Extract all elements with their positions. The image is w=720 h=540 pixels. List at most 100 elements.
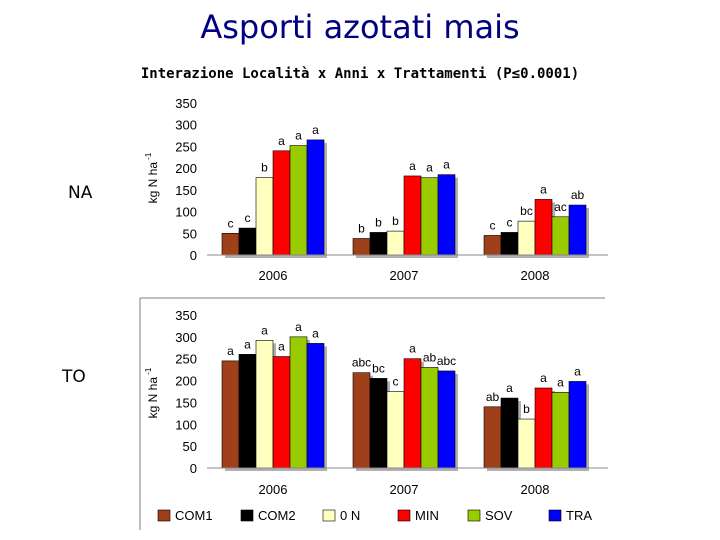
- to-ytick-label-2: 100: [175, 417, 197, 432]
- to-letter-label-2006-2: a: [261, 323, 268, 337]
- to-bar-tra-2006: [306, 343, 325, 469]
- to-ytick-label-7: 350: [175, 308, 197, 323]
- na-bar-tra-2008: [568, 204, 587, 256]
- to-y-axis-label-exponent: -1: [144, 367, 153, 377]
- to-letter-label-2006-1: a: [244, 337, 251, 351]
- to-letter-label-2008-5: a: [574, 364, 581, 378]
- na-letter-label-2006-5: a: [312, 123, 319, 137]
- to-ytick-label-5: 250: [175, 352, 197, 367]
- na-bar-0n-2007: [386, 230, 405, 256]
- legend-label-min: MIN: [415, 508, 439, 523]
- na-letter-label-2008-3: a: [540, 182, 547, 196]
- na-letter-label-2007-0: b: [358, 221, 365, 235]
- na-bar-0n-2008: [517, 220, 536, 256]
- na-x-tick-label-2008: 2008: [521, 268, 550, 283]
- na-bar-sov-2007: [420, 177, 439, 256]
- na-ytick-label-7: 350: [175, 96, 197, 111]
- to-bar-tra-2007: [437, 370, 456, 469]
- na-ytick-label-0: 0: [190, 248, 197, 263]
- na-bar-com1-2007: [352, 238, 371, 256]
- na-letter-label-2008-4: ac: [554, 200, 567, 214]
- na-y-axis-label: kg N ha -1: [144, 152, 160, 203]
- to-bar-com1-2007: [352, 372, 371, 469]
- na-letter-label-2006-4: a: [295, 129, 302, 143]
- to-letter-label-2008-2: b: [523, 402, 530, 416]
- to-bar-0n-2007: [386, 391, 405, 469]
- to-bar-0n-2006: [255, 340, 274, 469]
- na-bar-sov-2008: [551, 216, 570, 256]
- na-letter-label-2008-2: bc: [520, 204, 533, 218]
- to-bar-min-2006: [272, 356, 291, 469]
- na-bar-tra-2006: [306, 139, 325, 256]
- na-ytick-label-2: 100: [175, 205, 197, 220]
- page-subtitle: Interazione Località x Anni x Trattament…: [140, 66, 580, 82]
- to-bar-com1-2006: [221, 360, 240, 469]
- to-bar-com2-2006: [238, 354, 257, 469]
- to-letter-label-2008-4: a: [557, 375, 564, 389]
- na-x-tick-label-2007: 2007: [390, 268, 419, 283]
- to-x-tick-label-2007: 2007: [390, 482, 419, 497]
- na-letter-label-2006-0: c: [228, 216, 234, 230]
- na-letter-label-2008-0: c: [490, 218, 496, 232]
- to-x-tick-label-2006: 2006: [259, 482, 288, 497]
- to-bar-tra-2008: [568, 381, 587, 469]
- na-bar-min-2006: [272, 150, 291, 256]
- to-letter-label-2006-4: a: [295, 320, 302, 334]
- na-letter-label-2007-4: a: [426, 161, 433, 175]
- to-bar-sov-2007: [420, 367, 439, 469]
- na-x-tick-label-2006: 2006: [259, 268, 288, 283]
- na-y-axis-label-exponent: -1: [144, 152, 153, 162]
- to-letter-label-2007-3: a: [409, 342, 416, 356]
- legend-swatch-min: [397, 509, 411, 522]
- na-letter-label-2008-5: ab: [571, 188, 585, 202]
- na-bar-com1-2006: [221, 232, 240, 256]
- legend-label-com1: COM1: [175, 508, 213, 523]
- na-letter-label-2008-1: c: [507, 215, 513, 229]
- to-letter-label-2007-4: ab: [423, 350, 437, 364]
- na-letter-label-2007-2: b: [392, 214, 399, 228]
- na-bar-com2-2007: [369, 232, 388, 256]
- na-letter-label-2006-2: b: [261, 161, 268, 175]
- to-ytick-label-0: 0: [190, 461, 197, 476]
- to-bar-0n-2008: [517, 418, 536, 469]
- na-bar-0n-2006: [255, 177, 274, 256]
- na-letter-label-2007-5: a: [443, 158, 450, 172]
- to-bar-com2-2007: [369, 378, 388, 469]
- to-ytick-label-1: 50: [183, 439, 197, 454]
- na-bar-tra-2007: [437, 174, 456, 256]
- legend-swatch-tra: [548, 509, 562, 522]
- to-x-tick-label-2008: 2008: [521, 482, 550, 497]
- na-ytick-label-1: 50: [183, 226, 197, 241]
- legend-label-com2: COM2: [258, 508, 296, 523]
- na-letter-label-2006-1: c: [245, 211, 251, 225]
- na-ytick-label-6: 300: [175, 118, 197, 133]
- na-bar-com2-2006: [238, 227, 257, 256]
- na-letter-label-2006-3: a: [278, 134, 285, 148]
- to-letter-label-2007-0: abc: [352, 356, 371, 370]
- to-letter-label-2007-1: bc: [372, 361, 385, 375]
- to-letter-label-2007-5: abc: [437, 354, 456, 368]
- page-title: Asporti azotati mais: [200, 8, 520, 46]
- na-ytick-label-5: 250: [175, 139, 197, 154]
- to-ytick-label-6: 300: [175, 330, 197, 345]
- to-letter-label-2006-0: a: [227, 344, 234, 358]
- to-letter-label-2006-5: a: [312, 326, 319, 340]
- legend-swatch-sov: [467, 509, 481, 522]
- to-y-axis-label: kg N ha -1: [144, 367, 160, 418]
- na-ytick-label-4: 200: [175, 161, 197, 176]
- to-bar-min-2008: [534, 387, 553, 469]
- legend-swatch-com1: [157, 509, 171, 522]
- legend-label-0n: 0 N: [340, 508, 360, 523]
- na-bar-com1-2008: [483, 235, 502, 256]
- na-bar-min-2007: [403, 175, 422, 256]
- row-label-na: NA: [68, 183, 93, 203]
- to-letter-label-2008-0: ab: [486, 390, 500, 404]
- row-label-to: TO: [62, 367, 86, 387]
- to-bar-sov-2006: [289, 336, 308, 469]
- legend-swatch-0n: [322, 509, 336, 522]
- na-bar-com2-2008: [500, 232, 519, 256]
- to-ytick-label-3: 150: [175, 395, 197, 410]
- to-bar-com1-2008: [483, 406, 502, 469]
- to-letter-label-2008-1: a: [506, 381, 513, 395]
